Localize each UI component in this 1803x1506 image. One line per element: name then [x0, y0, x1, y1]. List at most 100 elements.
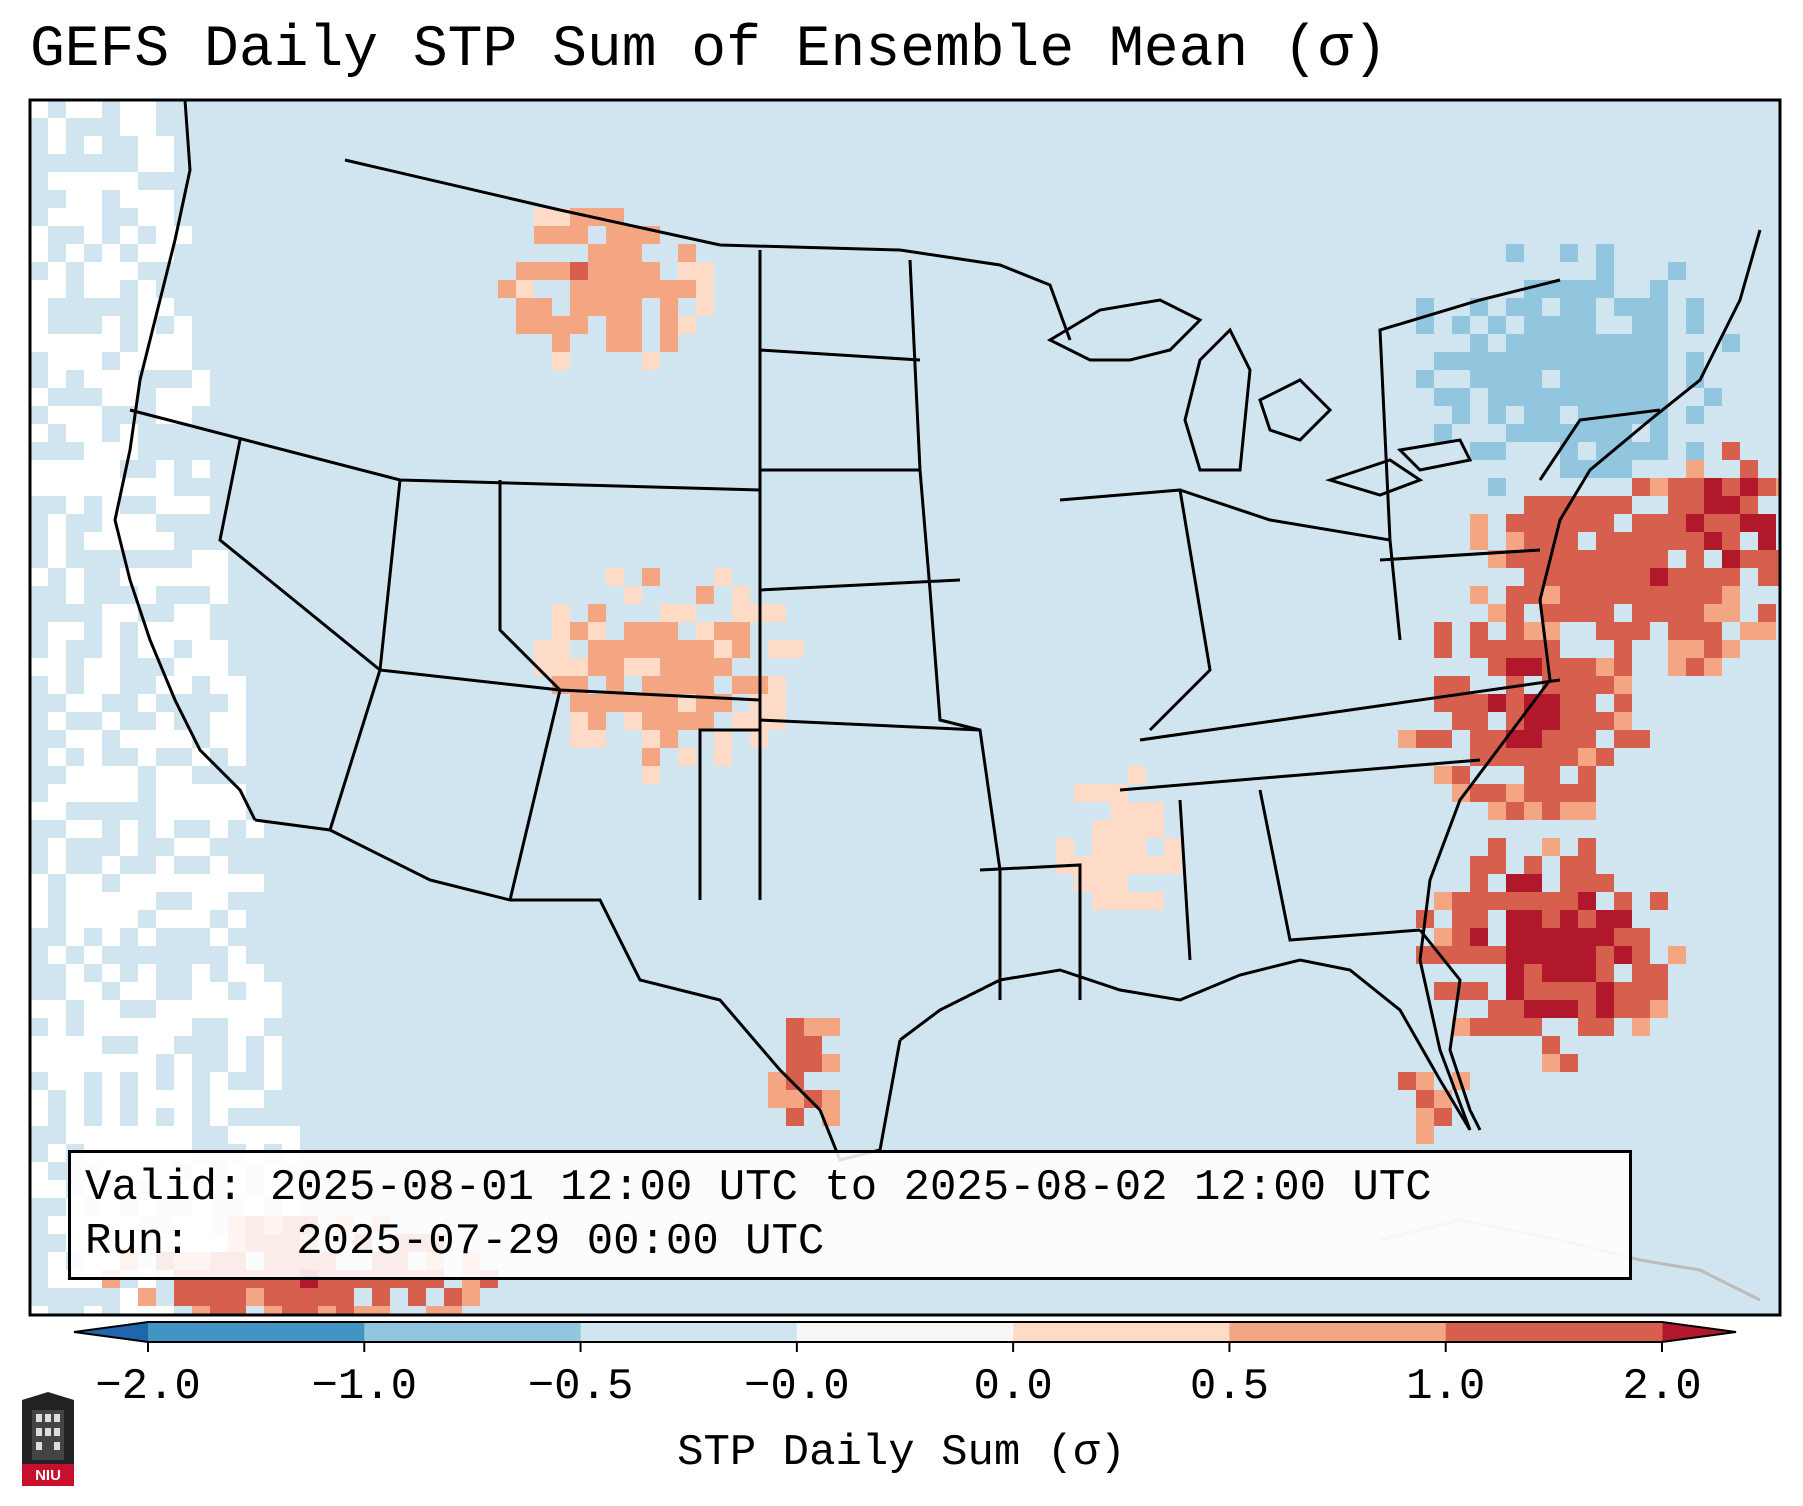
- stp-cell: [1632, 532, 1650, 550]
- stp-cell: [1632, 586, 1650, 604]
- stp-cell: [1668, 568, 1686, 586]
- stp-cell: [1596, 1000, 1614, 1018]
- stp-cell: [1560, 928, 1578, 946]
- stp-cell: [786, 1108, 804, 1126]
- no-data-cell: [102, 856, 120, 874]
- no-data-cell: [48, 1036, 66, 1054]
- stp-cell: [1650, 388, 1668, 406]
- no-data-cell: [30, 1180, 48, 1198]
- stp-cell: [1524, 388, 1542, 406]
- no-data-cell: [246, 982, 264, 1000]
- no-data-cell: [84, 442, 102, 460]
- no-data-cell: [48, 1216, 66, 1234]
- stp-cell: [1632, 352, 1650, 370]
- no-data-cell: [156, 532, 174, 550]
- no-data-cell: [120, 982, 138, 1000]
- no-data-cell: [246, 1018, 264, 1036]
- stp-cell: [1506, 694, 1524, 712]
- stp-cell: [1488, 658, 1506, 676]
- no-data-cell: [66, 190, 84, 208]
- stp-cell: [1452, 982, 1470, 1000]
- no-data-cell: [48, 658, 66, 676]
- stp-cell: [1740, 478, 1758, 496]
- stp-cell: [1614, 622, 1632, 640]
- no-data-cell: [48, 334, 66, 352]
- no-data-cell: [174, 334, 192, 352]
- stp-cell: [678, 640, 696, 658]
- stp-cell: [588, 244, 606, 262]
- no-data-cell: [30, 1000, 48, 1018]
- stp-cell: [1686, 568, 1704, 586]
- stp-cell: [1560, 334, 1578, 352]
- no-data-cell: [174, 802, 192, 820]
- stp-cell: [822, 1054, 840, 1072]
- stp-cell: [1596, 982, 1614, 1000]
- stp-cell: [1398, 1072, 1416, 1090]
- no-data-cell: [138, 1126, 156, 1144]
- stp-cell: [1470, 910, 1488, 928]
- no-data-cell: [120, 118, 138, 136]
- stp-cell: [624, 316, 642, 334]
- no-data-cell: [102, 910, 120, 928]
- no-data-cell: [246, 1126, 264, 1144]
- stp-cell: [1650, 280, 1668, 298]
- stp-cell: [696, 280, 714, 298]
- stp-cell: [1524, 712, 1542, 730]
- no-data-cell: [120, 370, 138, 388]
- stp-cell: [714, 568, 732, 586]
- stp-cell: [642, 712, 660, 730]
- stp-cell: [1524, 316, 1542, 334]
- stp-cell: [1560, 604, 1578, 622]
- no-data-cell: [84, 460, 102, 478]
- no-data-cell: [210, 982, 228, 1000]
- stp-cell: [1578, 334, 1596, 352]
- stp-cell: [1488, 694, 1506, 712]
- stp-cell: [1506, 928, 1524, 946]
- no-data-cell: [66, 172, 84, 190]
- colorbar-bin: [580, 1322, 798, 1342]
- stp-cell: [786, 1090, 804, 1108]
- stp-cell: [1470, 1018, 1488, 1036]
- stp-cell: [1488, 784, 1506, 802]
- stp-cell: [1164, 856, 1182, 874]
- stp-cell: [1758, 478, 1776, 496]
- stp-cell: [1542, 928, 1560, 946]
- stp-cell: [570, 280, 588, 298]
- stp-cell: [1686, 316, 1704, 334]
- stp-cell: [1722, 442, 1740, 460]
- no-data-cell: [84, 190, 102, 208]
- no-data-cell: [156, 820, 174, 838]
- no-data-cell: [174, 874, 192, 892]
- stp-cell: [210, 1288, 228, 1306]
- no-data-cell: [246, 964, 264, 982]
- stp-cell: [1668, 262, 1686, 280]
- stp-cell: [534, 226, 552, 244]
- no-data-cell: [102, 1018, 120, 1036]
- stp-cell: [1524, 622, 1542, 640]
- stp-cell: [606, 298, 624, 316]
- stp-cell: [1650, 352, 1668, 370]
- stp-cell: [1686, 442, 1704, 460]
- stp-cell: [1668, 640, 1686, 658]
- stp-cell: [1434, 676, 1452, 694]
- no-data-cell: [30, 100, 48, 118]
- stp-cell: [1524, 550, 1542, 568]
- no-data-cell: [228, 676, 246, 694]
- no-data-cell: [192, 802, 210, 820]
- stp-cell: [588, 622, 606, 640]
- stp-cell: [1128, 856, 1146, 874]
- stp-cell: [1524, 352, 1542, 370]
- stp-cell: [1686, 622, 1704, 640]
- no-data-cell: [102, 388, 120, 406]
- stp-cell: [1506, 532, 1524, 550]
- stp-cell: [534, 262, 552, 280]
- stp-cell: [660, 658, 678, 676]
- stp-cell: [318, 1288, 336, 1306]
- stp-cell: [1560, 586, 1578, 604]
- stp-cell: [1110, 856, 1128, 874]
- valid-label: Valid:: [85, 1163, 244, 1213]
- no-data-cell: [174, 838, 192, 856]
- stp-cell: [678, 712, 696, 730]
- stp-cell: [1578, 424, 1596, 442]
- no-data-cell: [210, 676, 228, 694]
